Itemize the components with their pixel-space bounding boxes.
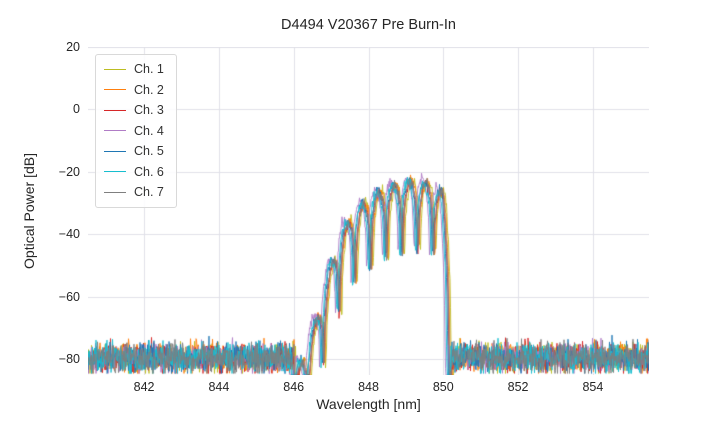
legend-item: Ch. 7: [104, 182, 164, 203]
legend-label: Ch. 7: [134, 185, 164, 200]
legend-label: Ch. 2: [134, 82, 164, 97]
legend-line-swatch: [104, 191, 126, 193]
legend-label: Ch. 6: [134, 164, 164, 179]
legend-item: Ch. 1: [104, 59, 164, 80]
plot-canvas: [88, 47, 649, 375]
legend-item: Ch. 5: [104, 141, 164, 162]
legend-label: Ch. 5: [134, 144, 164, 159]
y-tick-label: 20: [66, 40, 80, 54]
x-axis-label: Wavelength [nm]: [316, 396, 421, 412]
y-tick-label: −60: [58, 289, 80, 304]
y-axis-label: Optical Power [dB]: [21, 153, 37, 269]
legend-line-swatch: [104, 130, 126, 132]
y-tick-label: 0: [73, 102, 80, 117]
y-tick-label: −20: [58, 164, 80, 179]
y-tick-label: −80: [58, 352, 80, 367]
x-tick-label: 850: [432, 380, 454, 394]
legend-label: Ch. 1: [134, 62, 164, 77]
legend-item: Ch. 6: [104, 162, 164, 183]
legend: Ch. 1 Ch. 2 Ch. 3 Ch. 4 Ch. 5 Ch. 6 Ch. 7: [95, 54, 177, 208]
legend-line-swatch: [104, 89, 126, 91]
x-tick-label: 854: [582, 380, 604, 394]
legend-label: Ch. 4: [134, 123, 164, 138]
x-tick-label: 846: [283, 380, 305, 394]
chart-title: D4494 V20367 Pre Burn-In: [281, 17, 456, 33]
legend-item: Ch. 4: [104, 121, 164, 142]
x-tick-label: 852: [507, 380, 529, 394]
x-tick-label: 844: [208, 380, 230, 394]
legend-label: Ch. 3: [134, 103, 164, 118]
legend-item: Ch. 3: [104, 100, 164, 121]
legend-line-swatch: [104, 68, 126, 70]
x-tick-label: 848: [358, 380, 379, 394]
legend-line-swatch: [104, 109, 126, 111]
legend-item: Ch. 2: [104, 80, 164, 101]
x-tick-label: 842: [133, 380, 155, 394]
legend-line-swatch: [104, 150, 126, 152]
y-tick-label: −40: [58, 227, 80, 242]
plot-area: Ch. 1 Ch. 2 Ch. 3 Ch. 4 Ch. 5 Ch. 6 Ch. 7: [88, 47, 649, 375]
legend-line-swatch: [104, 171, 126, 173]
